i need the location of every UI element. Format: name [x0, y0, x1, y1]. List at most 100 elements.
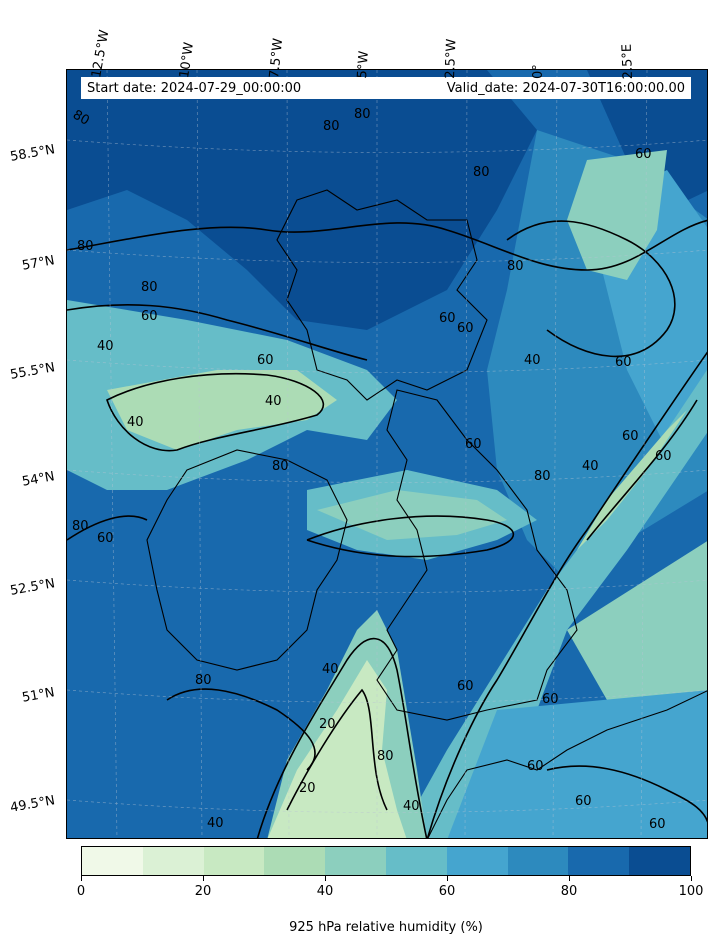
start-date-label: Start date: 2024-07-29_00:00:00 — [87, 80, 302, 96]
colorbar-title: 925 hPa relative humidity (%) — [289, 920, 483, 935]
contour-label: 60 — [542, 692, 559, 707]
contour-label: 80 — [473, 165, 490, 180]
contour-60-west — [67, 304, 368, 361]
contour-label: 60 — [465, 437, 482, 452]
rh-field-30-west — [107, 370, 337, 450]
contour-label: 20 — [319, 717, 336, 732]
contour-label: 60 — [622, 429, 639, 444]
colorbar-segment — [142, 847, 204, 875]
colorbar-tick-label: 60 — [438, 884, 456, 899]
colorbar-tick — [446, 876, 448, 881]
colorbar-tick-label: 40 — [316, 884, 334, 899]
colorbar-segment — [568, 847, 630, 875]
contour-label: 80 — [141, 280, 158, 295]
colorbar-segment — [325, 847, 386, 875]
rh-field-40-diagonal — [577, 410, 687, 550]
colorbar-tick-label: 80 — [560, 884, 578, 899]
contour-label: 60 — [141, 309, 158, 324]
colorbar-tick — [80, 876, 82, 881]
contour-lines — [67, 219, 707, 838]
france-coast — [427, 690, 707, 838]
contour-60-central — [306, 515, 515, 558]
contour-label: 40 — [524, 353, 541, 368]
contour-label: 80 — [354, 107, 371, 122]
rh-field-60-southeast — [447, 690, 707, 838]
england-outline — [376, 389, 578, 721]
meridian — [552, 70, 558, 838]
contour-label: 40 — [322, 662, 339, 677]
rh-field-90-north — [67, 70, 537, 330]
parallel — [67, 579, 707, 593]
map-canvas: 80 80 80 80 80 80 60 60 40 40 60 60 40 8… — [67, 70, 707, 838]
colorbar-tick-label: 0 — [76, 884, 86, 899]
contour-60-east-diagonal — [426, 351, 707, 838]
contour-label: 80 — [195, 673, 212, 688]
parallel — [67, 799, 707, 813]
contour-40-east-diagonal — [586, 399, 698, 541]
contour-label: 60 — [97, 531, 114, 546]
colorbar-segment — [203, 847, 265, 875]
colorbar-segment — [264, 847, 326, 875]
latitude-label: 51°N — [20, 685, 56, 706]
contour-label: 80 — [507, 259, 524, 274]
contour-label: 40 — [265, 394, 282, 409]
contour-label: 80 — [77, 239, 94, 254]
colorbar-segment — [385, 847, 447, 875]
parallel — [67, 139, 707, 153]
colorbar-tick — [324, 876, 326, 881]
contour-label: 40 — [207, 816, 224, 831]
forecast-info-bar: Start date: 2024-07-29_00:00:00 Valid_da… — [81, 77, 691, 99]
contour-80-southwest — [166, 688, 316, 771]
contour-label: 60 — [527, 759, 544, 774]
parallel — [67, 249, 707, 263]
scotland-outline — [276, 189, 488, 401]
contour-40-west — [106, 372, 324, 452]
rh-field-40-southeast — [567, 541, 707, 710]
rh-field-90-east — [587, 70, 707, 210]
colorbar-tick — [202, 876, 204, 881]
rh-field-40-east-strip — [567, 150, 667, 280]
latitude-label: 49.5°N — [9, 793, 57, 816]
humidity-map: 80 80 80 80 80 80 60 60 40 40 60 60 40 8… — [66, 69, 708, 839]
contour-label: 60 — [457, 321, 474, 336]
latitude-label: 55.5°N — [9, 360, 57, 383]
colorbar — [81, 846, 691, 876]
contour-label: 60 — [575, 794, 592, 809]
latitude-label: 57°N — [20, 253, 56, 274]
contour-label: 80 — [72, 519, 89, 534]
colorbar-tick-label: 100 — [678, 884, 704, 899]
parallel — [67, 689, 707, 703]
parallel — [67, 469, 707, 483]
latitude-label: 52.5°N — [9, 576, 57, 599]
latitude-label: 54°N — [20, 469, 56, 490]
contour-label: 40 — [582, 459, 599, 474]
contour-label: 40 — [127, 415, 144, 430]
contour-label: 80 — [70, 107, 92, 128]
meridian — [464, 70, 468, 838]
contour-label: 40 — [97, 339, 114, 354]
contour-80-ireland-west — [67, 515, 148, 541]
contour-60-southeast — [546, 765, 707, 823]
contour-label: 20 — [299, 781, 316, 796]
meridian — [196, 70, 203, 838]
longitude-label: 2.5°W — [443, 38, 460, 79]
rh-field-20-south — [267, 660, 407, 838]
colorbar-tick — [690, 876, 692, 881]
colorbar-segment — [629, 847, 690, 875]
contour-80-east-loop — [506, 220, 676, 358]
contour-label: 80 — [377, 749, 394, 764]
longitude-label: 0° — [531, 64, 546, 79]
latitude-label: 58.5°N — [9, 142, 57, 165]
contour-40-south-plume — [256, 637, 428, 838]
contour-label: 80 — [534, 469, 551, 484]
contour-label: 80 — [323, 119, 340, 134]
colorbar-segment — [446, 847, 508, 875]
contour-80-north — [67, 219, 707, 271]
contour-label: 60 — [457, 679, 474, 694]
contour-label: 60 — [257, 353, 274, 368]
graticule — [67, 70, 707, 838]
meridian — [640, 70, 648, 838]
contour-label: 60 — [635, 147, 652, 162]
colorbar-segment — [507, 847, 569, 875]
ireland-outline — [146, 449, 348, 671]
